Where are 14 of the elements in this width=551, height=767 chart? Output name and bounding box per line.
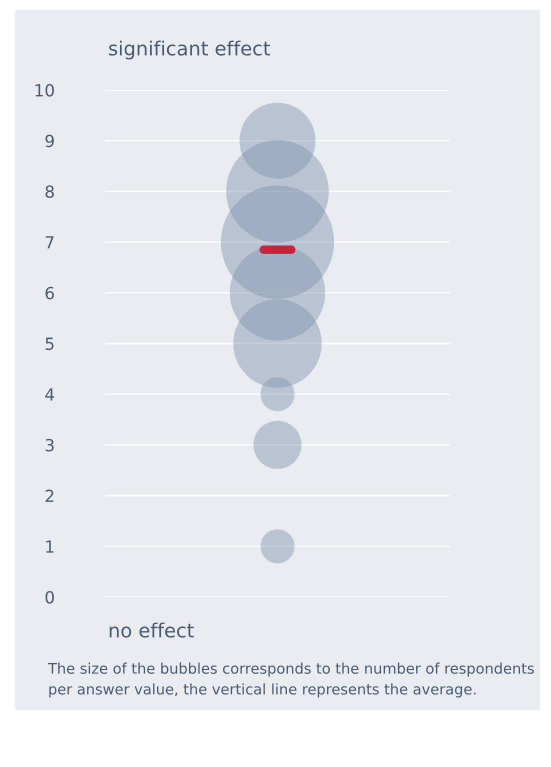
text: The size of the bubbles corresponds to the number of respondents per answer value, the vertical line represents the average. [48,662,534,698]
y-tick-label: 0 [45,590,54,604]
y-tick-label: 9 [45,134,54,148]
y-tick-label: 5 [46,338,54,350]
text: no effect [110,622,194,638]
y-tick-label: 2 [46,490,54,502]
y-tick-label: 3 [46,438,54,452]
y-tick-label: 4 [45,388,54,401]
y-tick-label: 8 [46,185,54,198]
y-tick-label: 7 [46,236,54,248]
y-tick-label: 10 [36,84,54,97]
y-tick-label: 1 [46,540,54,553]
y-tick-label: 6 [46,286,54,300]
text: significant effect [109,40,270,60]
